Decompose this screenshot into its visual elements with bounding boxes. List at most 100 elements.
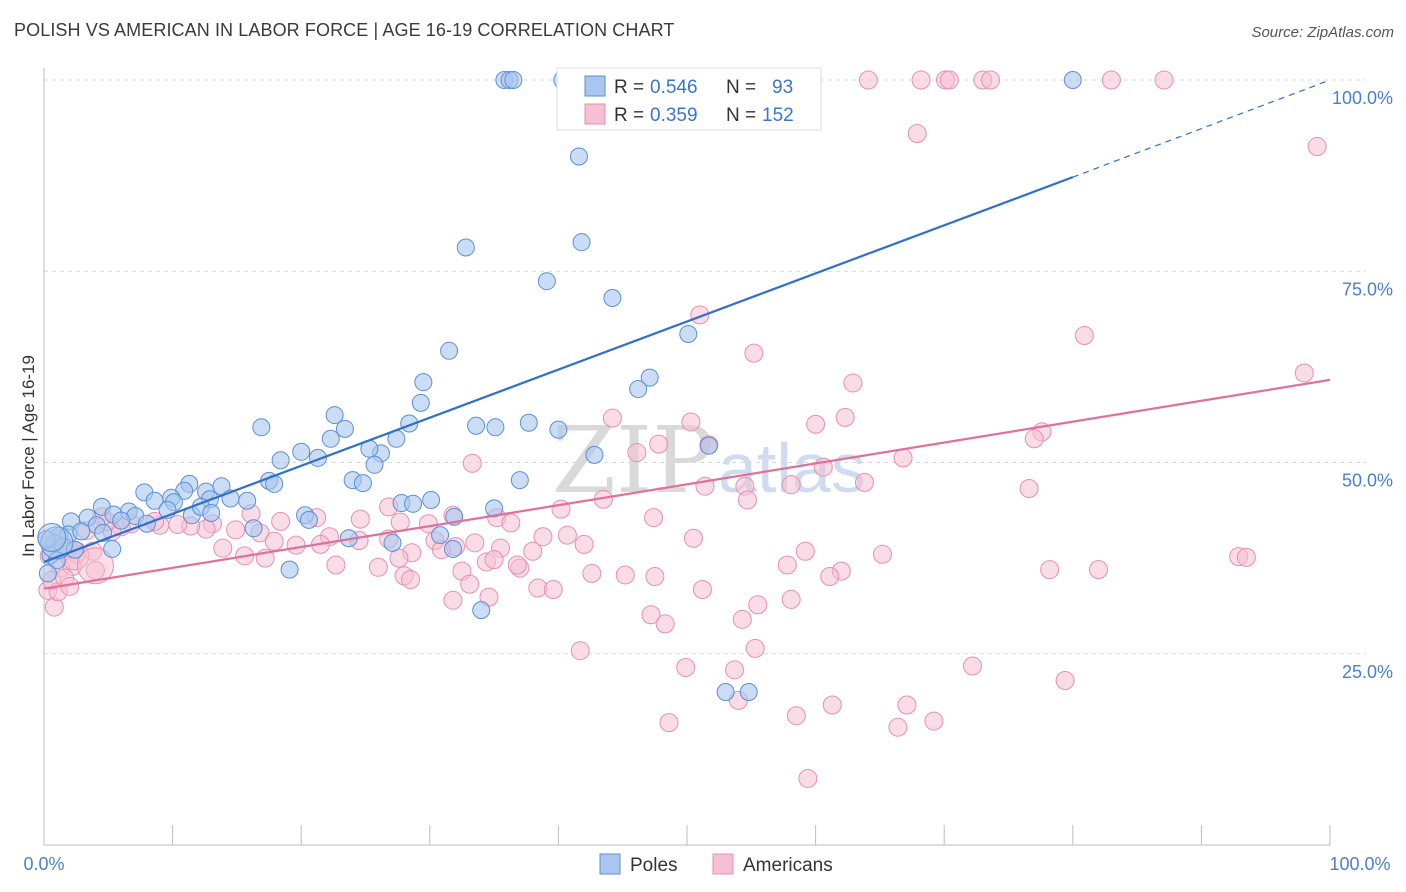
poles-point bbox=[112, 511, 131, 530]
americans-point bbox=[401, 570, 421, 590]
americans-point bbox=[748, 595, 768, 615]
poles-trendline-extension bbox=[1072, 79, 1331, 178]
americans-point bbox=[843, 373, 863, 393]
americans-trendline bbox=[43, 378, 1331, 590]
poles-point bbox=[519, 413, 538, 432]
americans-point bbox=[443, 590, 463, 610]
poles-r-label: R = bbox=[614, 77, 644, 98]
poles-point bbox=[103, 539, 122, 558]
americans-point bbox=[1019, 479, 1039, 499]
americans-point bbox=[854, 472, 874, 492]
americans-point bbox=[939, 70, 959, 90]
americans-point bbox=[644, 508, 664, 528]
poles-point bbox=[679, 324, 698, 343]
americans-point bbox=[465, 533, 485, 553]
poles-point bbox=[202, 503, 221, 522]
poles-point bbox=[603, 289, 622, 308]
poles-point bbox=[486, 418, 505, 437]
gridlines bbox=[44, 79, 1366, 655]
poles-point bbox=[404, 494, 423, 513]
poles-point bbox=[422, 490, 441, 509]
x-tick-label-min: 0.0% bbox=[23, 854, 64, 874]
americans-point bbox=[795, 541, 815, 561]
americans-point bbox=[1055, 671, 1075, 691]
trendlines bbox=[43, 79, 1331, 590]
americans-point bbox=[798, 768, 818, 788]
americans-point bbox=[924, 711, 944, 731]
americans-point bbox=[1307, 137, 1327, 157]
americans-point bbox=[368, 557, 388, 577]
poles-point bbox=[467, 416, 486, 435]
poles-point bbox=[321, 429, 340, 448]
americans-point bbox=[676, 658, 696, 678]
americans-point bbox=[692, 579, 712, 599]
poles-point bbox=[585, 445, 604, 464]
poles-point bbox=[72, 522, 91, 541]
americans-point bbox=[781, 589, 801, 609]
americans-point bbox=[907, 124, 927, 144]
americans-point bbox=[888, 717, 908, 737]
americans-point bbox=[615, 565, 635, 585]
poles-point bbox=[456, 238, 475, 257]
poles-point bbox=[640, 368, 659, 387]
y-tick-label: 100.0% bbox=[1332, 88, 1393, 108]
poles-point bbox=[238, 491, 257, 510]
series-legend: Poles Americans bbox=[599, 853, 833, 876]
y-axis-title: In Labor Force | Age 16-19 bbox=[19, 355, 38, 557]
poles-point bbox=[569, 147, 588, 166]
americans-point bbox=[226, 520, 246, 540]
americans-point bbox=[1040, 560, 1060, 580]
poles-trendline bbox=[43, 176, 1074, 563]
y-tick-label: 75.0% bbox=[1342, 279, 1393, 299]
americans-point bbox=[822, 695, 842, 715]
americans-point bbox=[419, 514, 439, 534]
americans-point bbox=[460, 574, 480, 594]
americans-point bbox=[980, 70, 1000, 90]
poles-point bbox=[271, 451, 290, 470]
americans-point bbox=[213, 538, 233, 558]
poles-point bbox=[699, 436, 718, 455]
poles-point bbox=[716, 683, 735, 701]
americans-point bbox=[745, 638, 765, 658]
americans-point bbox=[806, 414, 826, 434]
poles-point bbox=[414, 373, 433, 392]
y-tick-labels: 25.0% 50.0% 75.0% 100.0% bbox=[1332, 88, 1393, 682]
poles-point bbox=[37, 522, 67, 552]
x-tick-label-max: 100.0% bbox=[1329, 854, 1390, 874]
americans-series-swatch bbox=[712, 853, 734, 875]
americans-point bbox=[649, 434, 669, 454]
americans-point bbox=[523, 541, 543, 561]
poles-point bbox=[537, 272, 556, 291]
americans-point bbox=[390, 512, 410, 532]
americans-point bbox=[350, 509, 370, 529]
americans-point bbox=[286, 535, 306, 555]
poles-legend-swatch bbox=[584, 75, 606, 97]
americans-point bbox=[574, 534, 594, 554]
poles-point bbox=[443, 539, 462, 558]
poles-point bbox=[292, 442, 311, 461]
americans-point bbox=[744, 343, 764, 363]
americans-point bbox=[1154, 70, 1174, 90]
poles-point bbox=[629, 380, 648, 399]
americans-point bbox=[570, 641, 590, 661]
americans-point bbox=[737, 490, 757, 510]
poles-point bbox=[485, 499, 504, 518]
poles-point bbox=[504, 71, 523, 89]
americans-point bbox=[1294, 363, 1314, 383]
poles-n-label: N = bbox=[726, 77, 756, 98]
americans-point bbox=[533, 527, 553, 547]
americans-point bbox=[645, 566, 665, 586]
poles-point bbox=[431, 526, 450, 545]
americans-point bbox=[462, 453, 482, 473]
poles-point bbox=[353, 474, 372, 493]
americans-point bbox=[659, 713, 679, 733]
americans-n-value: 152 bbox=[762, 105, 794, 126]
americans-point bbox=[962, 656, 982, 676]
americans-point bbox=[725, 660, 745, 680]
americans-point bbox=[786, 706, 806, 726]
americans-point bbox=[835, 407, 855, 427]
poles-series-label: Poles bbox=[630, 855, 678, 876]
poles-point bbox=[440, 341, 459, 360]
poles-point bbox=[280, 560, 299, 579]
